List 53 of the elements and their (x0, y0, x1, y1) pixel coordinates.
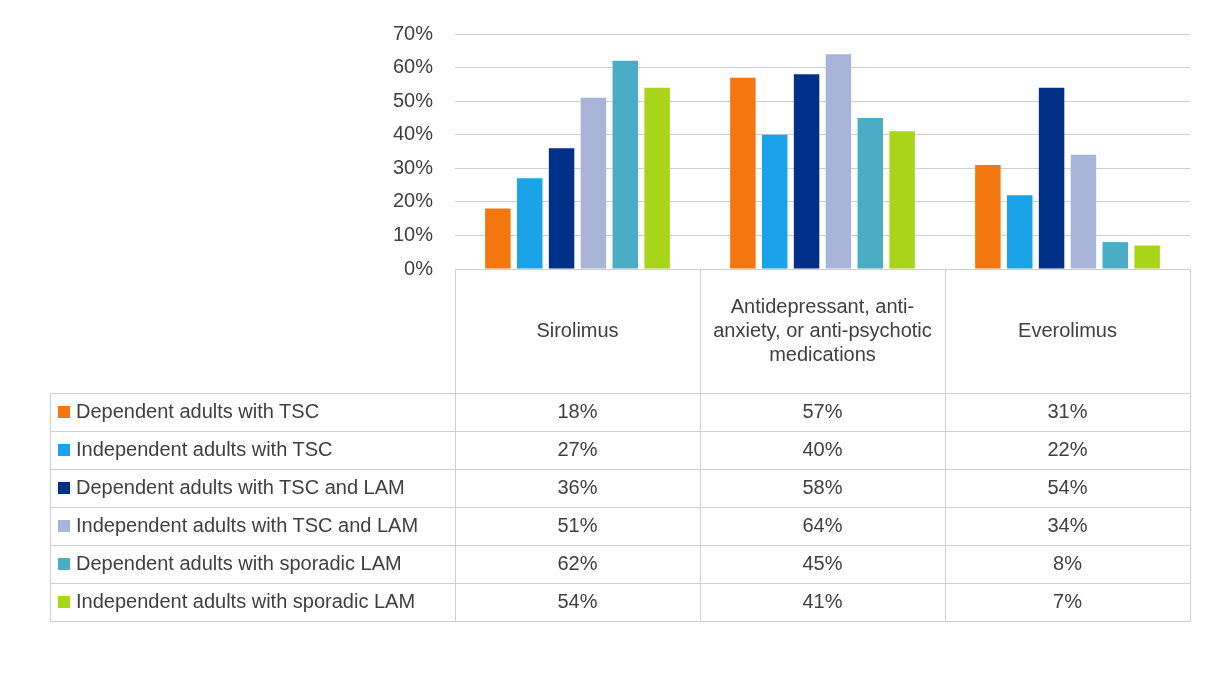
legend-label: Independent adults with TSC (76, 437, 333, 460)
bar (485, 208, 511, 269)
y-tick-label: 60% (392, 55, 434, 78)
legend-label: Dependent adults with TSC (76, 399, 320, 422)
bar (612, 60, 639, 269)
x-tick-label: Sirolimus (536, 318, 619, 341)
bar (857, 117, 884, 269)
data-label: 27% (557, 437, 598, 460)
data-label: 54% (557, 589, 598, 612)
y-tick-label: 40% (392, 122, 434, 145)
data-label: 7% (1053, 589, 1083, 612)
x-tick-label: Antidepressant, anti-anxiety, or anti-psychotic medications (713, 294, 932, 365)
bar (548, 148, 575, 269)
bar (1070, 154, 1097, 269)
bar (1006, 195, 1033, 269)
y-tick-label: 20% (392, 189, 434, 212)
legend-label: Dependent adults with TSC and LAM (76, 475, 405, 498)
data-label: 41% (802, 589, 843, 612)
legend-label: Dependent adults with sporadic LAM (76, 551, 402, 574)
data-label: 8% (1053, 551, 1083, 574)
bar (516, 178, 543, 269)
bar (793, 74, 820, 269)
bar (761, 134, 788, 269)
data-label: 58% (802, 475, 843, 498)
data-label: 62% (557, 551, 598, 574)
y-tick-label: 10% (392, 222, 434, 245)
data-label: 51% (557, 513, 598, 536)
data-label: 36% (557, 475, 598, 498)
bar (825, 54, 852, 269)
y-tick-label: 50% (392, 88, 434, 111)
data-label: 18% (557, 399, 598, 422)
bar (975, 164, 1001, 269)
x-tick-label: Everolimus (1018, 318, 1117, 341)
legend-label: Independent adults with sporadic LAM (76, 589, 416, 612)
data-label: 57% (802, 399, 843, 422)
bar (1102, 242, 1129, 269)
bar (1134, 245, 1160, 269)
bar (1038, 87, 1065, 269)
y-tick-label: 30% (392, 155, 434, 178)
data-label: 64% (802, 513, 843, 536)
data-label: 40% (802, 437, 843, 460)
y-tick-label: 0% (404, 256, 434, 279)
y-tick-label: 70% (392, 21, 434, 44)
bar (580, 97, 607, 269)
data-label: 45% (802, 551, 843, 574)
bar (889, 131, 915, 269)
data-label: 22% (1047, 437, 1088, 460)
bar (644, 87, 670, 269)
data-label: 54% (1047, 475, 1088, 498)
bar (730, 77, 756, 269)
legend-label: Independent adults with TSC and LAM (76, 513, 419, 536)
data-label: 34% (1047, 513, 1088, 536)
data-label: 31% (1047, 399, 1088, 422)
